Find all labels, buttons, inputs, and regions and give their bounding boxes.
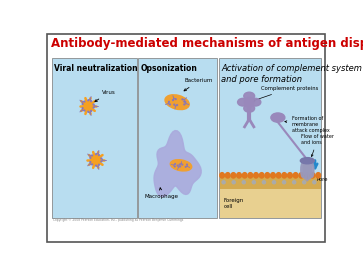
Ellipse shape xyxy=(287,173,292,178)
Bar xyxy=(220,183,321,218)
Ellipse shape xyxy=(220,173,224,178)
Ellipse shape xyxy=(301,163,305,177)
Ellipse shape xyxy=(265,173,270,178)
Circle shape xyxy=(273,181,276,184)
Circle shape xyxy=(174,104,175,105)
Ellipse shape xyxy=(170,160,192,171)
Ellipse shape xyxy=(259,173,264,178)
Ellipse shape xyxy=(165,95,189,110)
Ellipse shape xyxy=(316,173,321,178)
Circle shape xyxy=(101,161,102,162)
Ellipse shape xyxy=(237,173,241,178)
Circle shape xyxy=(303,181,306,184)
Text: Complement proteins: Complement proteins xyxy=(253,86,318,101)
Circle shape xyxy=(293,181,296,184)
Ellipse shape xyxy=(244,92,254,100)
Circle shape xyxy=(101,158,102,159)
Circle shape xyxy=(252,181,256,184)
Text: Opsonization: Opsonization xyxy=(141,64,197,73)
Circle shape xyxy=(93,104,94,105)
Circle shape xyxy=(222,181,225,184)
Bar xyxy=(52,58,137,218)
Ellipse shape xyxy=(225,173,230,178)
Text: Copyright © 2008 Pearson Education, Inc., publishing as Pearson Benjamin Cumming: Copyright © 2008 Pearson Education, Inc.… xyxy=(53,218,184,222)
Ellipse shape xyxy=(303,161,307,179)
Ellipse shape xyxy=(248,173,253,178)
Ellipse shape xyxy=(276,173,281,178)
Text: Antibody-mediated mechanisms of antigen disposal: Antibody-mediated mechanisms of antigen … xyxy=(51,37,363,50)
Text: Flow of water
and ions: Flow of water and ions xyxy=(301,134,334,156)
Circle shape xyxy=(172,100,174,101)
Circle shape xyxy=(185,166,186,167)
Circle shape xyxy=(182,99,183,100)
Circle shape xyxy=(262,181,265,184)
Circle shape xyxy=(282,181,286,184)
Circle shape xyxy=(84,101,85,102)
Circle shape xyxy=(92,155,93,156)
Text: Virus: Virus xyxy=(95,90,116,102)
Circle shape xyxy=(242,181,245,184)
Circle shape xyxy=(92,164,93,165)
Circle shape xyxy=(82,108,83,109)
Text: Foreign
cell: Foreign cell xyxy=(224,198,244,209)
Text: Macrophage: Macrophage xyxy=(144,188,179,199)
Circle shape xyxy=(245,98,254,107)
Circle shape xyxy=(232,181,235,184)
Circle shape xyxy=(95,165,97,166)
Circle shape xyxy=(95,154,97,155)
Ellipse shape xyxy=(231,173,236,178)
Circle shape xyxy=(184,104,185,105)
Circle shape xyxy=(88,111,89,112)
Circle shape xyxy=(185,101,186,102)
Circle shape xyxy=(313,181,316,184)
Circle shape xyxy=(168,101,170,102)
Circle shape xyxy=(84,110,85,111)
Circle shape xyxy=(93,107,94,108)
Ellipse shape xyxy=(237,98,248,106)
Ellipse shape xyxy=(300,158,314,164)
Text: Formation of
membrane
attack complex: Formation of membrane attack complex xyxy=(285,116,330,133)
Circle shape xyxy=(184,101,185,102)
Ellipse shape xyxy=(250,98,261,106)
Ellipse shape xyxy=(254,173,258,178)
Ellipse shape xyxy=(310,173,315,178)
Bar xyxy=(220,175,321,189)
Ellipse shape xyxy=(244,104,254,112)
Polygon shape xyxy=(154,131,201,197)
Circle shape xyxy=(98,164,99,165)
Circle shape xyxy=(177,165,178,166)
Bar xyxy=(138,58,217,218)
Circle shape xyxy=(179,164,180,165)
Ellipse shape xyxy=(308,161,311,179)
Text: Viral neutralization: Viral neutralization xyxy=(54,64,138,73)
Ellipse shape xyxy=(271,173,275,178)
Ellipse shape xyxy=(305,173,309,178)
Text: Bacterium: Bacterium xyxy=(184,78,213,91)
Ellipse shape xyxy=(305,159,309,181)
Ellipse shape xyxy=(271,113,285,122)
Ellipse shape xyxy=(293,173,298,178)
Text: Pore: Pore xyxy=(317,177,328,182)
Ellipse shape xyxy=(242,173,247,178)
Circle shape xyxy=(83,101,93,111)
Circle shape xyxy=(88,100,89,101)
Circle shape xyxy=(174,166,175,167)
Circle shape xyxy=(182,164,183,165)
Circle shape xyxy=(98,155,99,156)
Circle shape xyxy=(91,155,101,165)
Text: Activation of complement system
and pore formation: Activation of complement system and pore… xyxy=(221,64,362,84)
Ellipse shape xyxy=(282,173,287,178)
Ellipse shape xyxy=(299,173,303,178)
Ellipse shape xyxy=(310,163,314,177)
Bar xyxy=(219,58,321,218)
